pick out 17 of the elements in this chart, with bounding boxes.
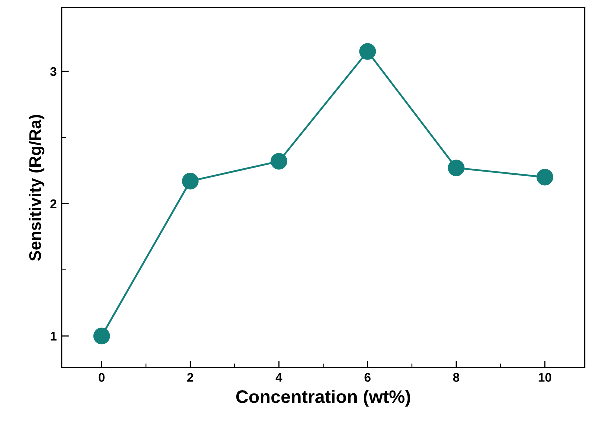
point — [94, 328, 110, 345]
x-axis-title: Concentration (wt%) — [236, 390, 410, 407]
point — [270, 153, 288, 170]
x-tick-label: 6 — [364, 373, 371, 382]
y-axis-title: Sensitivity (Rg/Ra) — [29, 115, 45, 262]
y-tick-label: 1 — [50, 332, 57, 341]
x-tick-label: 8 — [453, 373, 460, 382]
x-tick-label: 4 — [276, 373, 283, 382]
point — [448, 160, 465, 176]
point — [359, 43, 376, 60]
x-tick-label: 2 — [187, 373, 194, 382]
x-tick-label: 10 — [538, 373, 552, 382]
y-tick-label: 2 — [50, 200, 57, 208]
x-tick-label: 0 — [98, 373, 105, 382]
y-tick-label: 3 — [50, 67, 57, 76]
point — [536, 169, 554, 186]
point — [182, 173, 199, 190]
